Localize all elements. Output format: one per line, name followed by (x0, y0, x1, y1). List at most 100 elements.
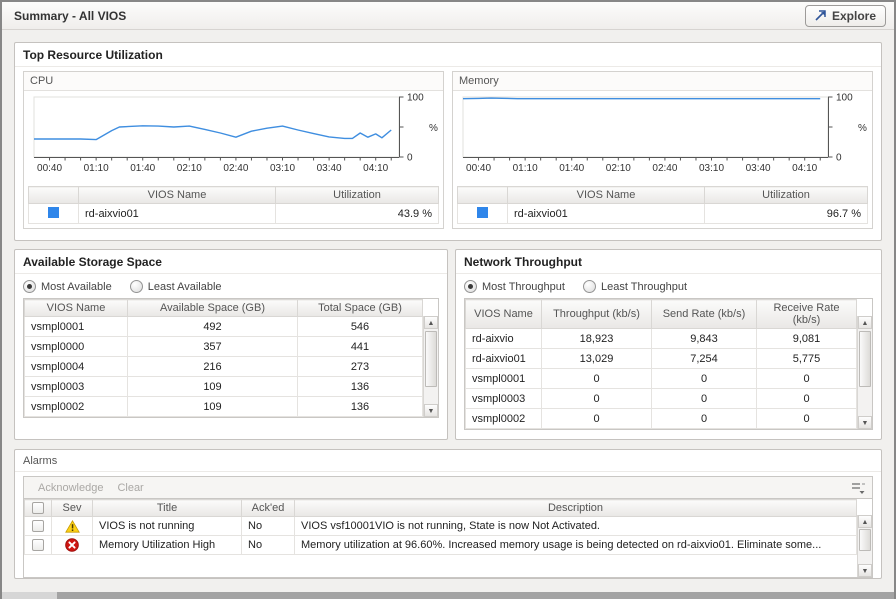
scroll-up-button[interactable]: ▲ (424, 316, 438, 329)
alarm-row[interactable]: VIOS is not running No VIOS vsf10001VIO is… (24, 516, 857, 537)
acked-header: Ack'ed (241, 498, 295, 518)
top-resource-title: Top Resource Utilization (15, 43, 881, 67)
alarm-checkbox[interactable] (32, 520, 44, 533)
value-cell: 0 (651, 408, 757, 429)
table-row: vsmpl0001 492 546 (24, 316, 423, 337)
most-available-radio[interactable]: Most Available (23, 280, 112, 293)
radio-label: Most Available (41, 280, 112, 293)
vios-name-cell: vsmpl0004 (24, 356, 128, 377)
scroll-track[interactable] (858, 528, 872, 564)
critical-icon (65, 538, 79, 552)
alarm-checkbox[interactable] (32, 539, 44, 552)
most-throughput-radio[interactable]: Most Throughput (464, 280, 565, 293)
svg-text:03:40: 03:40 (317, 163, 342, 174)
svg-text:03:40: 03:40 (746, 163, 771, 174)
storage-radio-group: Most Available Least Available (15, 274, 447, 298)
clear-button[interactable]: Clear (117, 482, 144, 494)
explore-icon (815, 9, 826, 21)
description-cell: Memory utilization at 96.60%. Increased … (294, 535, 857, 556)
scroll-track[interactable] (858, 329, 872, 416)
scroll-up-button[interactable]: ▲ (858, 316, 872, 329)
column-picker-icon[interactable] (850, 481, 867, 499)
acked-cell: No (241, 516, 295, 537)
vios-name-cell: rd-aixvio01 (507, 203, 705, 224)
cpu-panel: CPU 00:40 01:10 01:40 02:10 02:40 03:10 03:40 0… (23, 71, 444, 229)
storage-table: VIOS Name Available Space (GB) Total Spa… (23, 298, 439, 418)
alarm-row[interactable]: Memory Utilization High No Memory utilizat… (24, 535, 857, 556)
legend-column-header (28, 186, 79, 204)
vios-name-cell: vsmpl0001 (465, 368, 542, 389)
value-cell: 109 (127, 376, 298, 397)
utilization-cell: 43.9 % (275, 203, 439, 224)
severity-cell (51, 535, 93, 556)
network-scrollbar[interactable]: ▲ ▼ (857, 316, 872, 429)
scroll-up-button[interactable]: ▲ (858, 515, 872, 528)
alarms-panel: Alarms Acknowledge Clear (14, 449, 882, 579)
value-cell: 0 (756, 368, 857, 389)
value-cell: 0 (541, 368, 652, 389)
network-table: VIOS Name Throughput (kb/s) Send Rate (k… (464, 298, 873, 430)
radio-button-icon (129, 280, 143, 293)
vios-name-header: VIOS Name (24, 299, 128, 317)
alarms-scrollbar[interactable]: ▲ ▼ (857, 515, 872, 577)
available-space-header: Available Space (GB) (127, 299, 298, 317)
legend-color-swatch (477, 206, 488, 218)
scroll-thumb[interactable] (859, 331, 871, 387)
svg-text:01:10: 01:10 (513, 163, 538, 174)
table-header-row: VIOS Name Available Space (GB) Total Spa… (24, 299, 423, 317)
value-cell: 216 (127, 356, 298, 377)
table-row: vsmpl0000 357 441 (24, 336, 423, 357)
svg-text:%: % (429, 123, 438, 134)
vios-name-cell: vsmpl0000 (24, 336, 128, 357)
scroll-thumb[interactable] (425, 331, 437, 387)
acknowledge-button[interactable]: Acknowledge (38, 482, 104, 494)
value-cell: 0 (541, 388, 652, 409)
receive-rate-header: Receive Rate (kb/s) (756, 299, 857, 329)
total-space-header: Total Space (GB) (297, 299, 423, 317)
vios-name-cell: rd-aixvio01 (78, 203, 276, 224)
svg-text:0: 0 (407, 153, 413, 164)
table-header-row: Sev Title Ack'ed Description (24, 498, 857, 518)
select-all-header (24, 498, 52, 518)
description-cell: VIOS vsf10001VIO is not running, State i… (294, 516, 857, 537)
network-panel: Network Throughput Most Throughput Least… (455, 249, 882, 440)
storage-scrollbar[interactable]: ▲ ▼ (423, 316, 438, 417)
scroll-thumb[interactable] (859, 529, 871, 551)
scroll-down-button[interactable]: ▼ (424, 404, 438, 417)
value-cell: 273 (297, 356, 423, 377)
value-cell: 441 (297, 336, 423, 357)
alarms-table: Sev Title Ack'ed Description VIOS is not… (23, 498, 873, 578)
value-cell: 546 (297, 316, 423, 337)
svg-text:04:10: 04:10 (363, 163, 388, 174)
value-cell: 9,081 (756, 328, 857, 349)
radio-button-icon (23, 280, 36, 293)
scroll-down-button[interactable]: ▼ (858, 564, 872, 577)
acked-cell: No (241, 535, 295, 556)
radio-label: Most Throughput (482, 280, 565, 293)
bottom-scrollbar[interactable] (2, 592, 894, 599)
explore-button[interactable]: Explore (804, 4, 886, 27)
value-cell: 0 (651, 388, 757, 409)
select-all-checkbox[interactable] (32, 502, 44, 515)
scroll-track[interactable] (424, 329, 438, 404)
utilization-header: Utilization (704, 186, 868, 204)
table-header-row: VIOS Name Utilization (457, 186, 868, 204)
cpu-chart: 00:40 01:10 01:40 02:10 02:40 03:10 03:40 04:10… (33, 93, 438, 174)
least-available-radio[interactable]: Least Available (129, 280, 222, 293)
scroll-down-button[interactable]: ▼ (858, 416, 872, 429)
alarm-title-cell: VIOS is not running (92, 516, 242, 537)
storage-panel: Available Storage Space Most Available L… (14, 249, 448, 440)
table-row: rd-aixvio01 43.9 % (28, 203, 439, 224)
least-throughput-radio[interactable]: Least Throughput (582, 280, 687, 293)
svg-text:04:10: 04:10 (792, 163, 817, 174)
table-row: rd-aixvio01 96.7 % (457, 203, 868, 224)
content-area: Top Resource Utilization CPU 00:40 01:10 0… (2, 30, 894, 592)
legend-color-swatch (48, 206, 59, 218)
vios-name-cell: vsmpl0001 (24, 316, 128, 337)
vios-name-cell: vsmpl0003 (24, 376, 128, 397)
top-resource-panel: Top Resource Utilization CPU 00:40 01:10 0… (14, 42, 882, 241)
table-row: vsmpl0004 216 273 (24, 356, 423, 377)
severity-cell (51, 516, 93, 537)
explore-label: Explore (831, 8, 876, 23)
